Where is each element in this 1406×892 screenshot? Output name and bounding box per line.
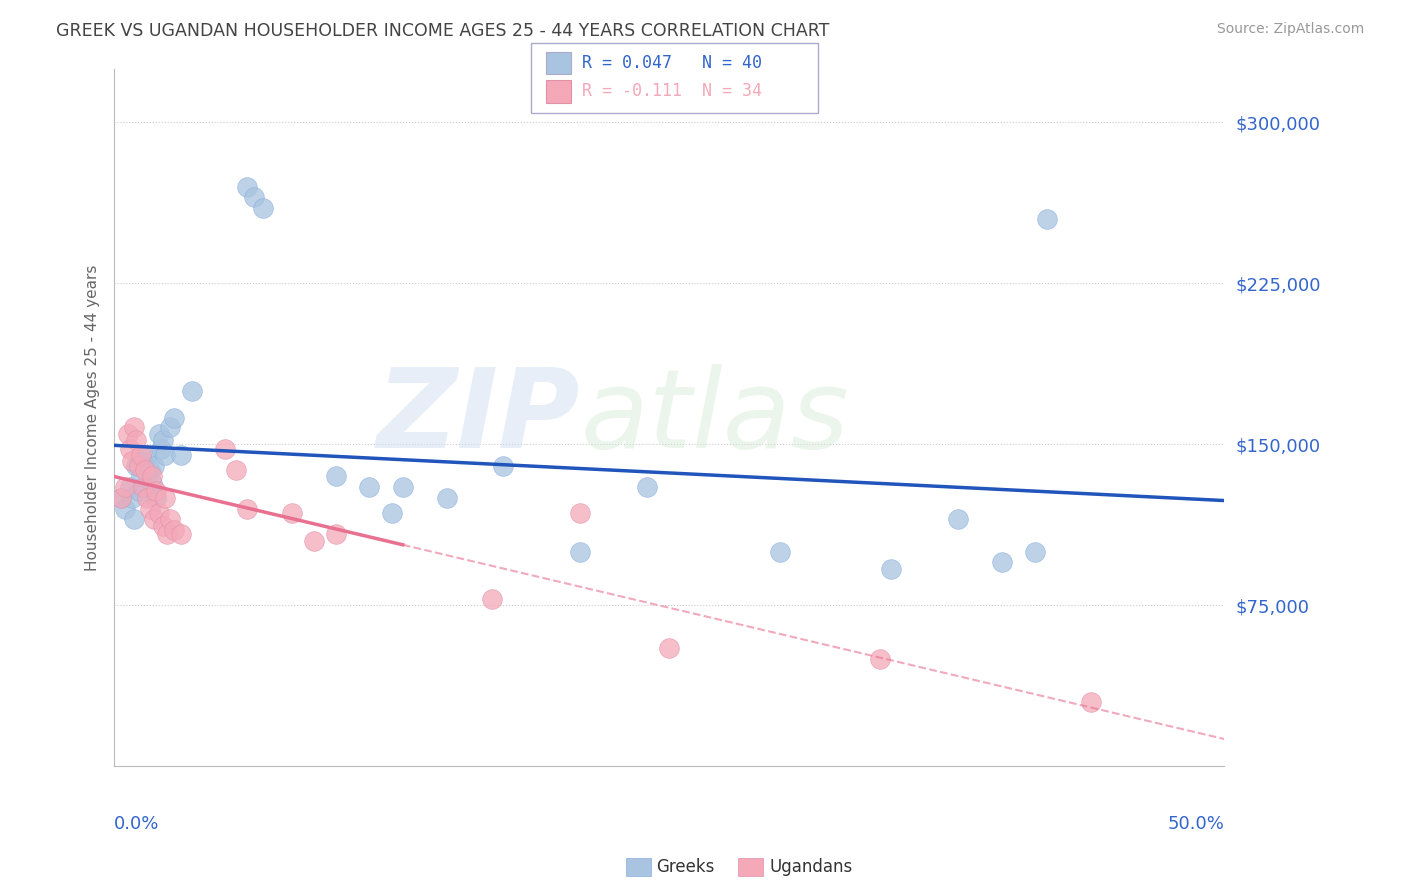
Text: Greeks: Greeks [657, 858, 716, 876]
Point [359, 480, 381, 494]
Point [125, 458, 148, 473]
Text: atlas: atlas [581, 364, 849, 471]
Point [492, 458, 515, 473]
Point [128, 484, 150, 499]
Point [132, 480, 155, 494]
Point [946, 512, 969, 526]
Text: R = -0.111  N = 34: R = -0.111 N = 34 [582, 82, 762, 101]
Point [114, 480, 136, 494]
Point [143, 512, 166, 526]
Point [569, 544, 592, 558]
Point [125, 433, 148, 447]
Point [145, 484, 167, 499]
Point [134, 480, 156, 494]
Point [163, 411, 186, 425]
Point [325, 527, 347, 541]
Point [214, 442, 236, 456]
Point [163, 523, 186, 537]
Point [159, 420, 181, 434]
Point [243, 190, 266, 204]
Point [236, 179, 259, 194]
Point [658, 641, 681, 656]
Point [156, 527, 179, 541]
Point [152, 519, 174, 533]
Point [110, 491, 132, 505]
Point [436, 491, 458, 505]
Point [152, 433, 174, 447]
Point [118, 442, 141, 456]
Point [869, 652, 891, 666]
Point [381, 506, 404, 520]
Point [141, 469, 163, 483]
Point [114, 501, 136, 516]
Text: ZIP: ZIP [377, 364, 581, 471]
Text: 50.0%: 50.0% [1167, 815, 1225, 833]
Point [110, 491, 132, 505]
Text: Ugandans: Ugandans [769, 858, 852, 876]
Point [118, 480, 141, 494]
Point [138, 501, 160, 516]
Point [180, 384, 202, 398]
Point [281, 506, 304, 520]
Point [391, 480, 413, 494]
Point [159, 512, 181, 526]
Point [225, 463, 247, 477]
Point [148, 426, 170, 441]
Point [1024, 544, 1046, 558]
Point [880, 562, 903, 576]
Point [138, 463, 160, 477]
Point [143, 458, 166, 473]
Point [1080, 695, 1102, 709]
Point [117, 426, 139, 441]
Y-axis label: Householder Income Ages 25 - 44 years: Householder Income Ages 25 - 44 years [86, 264, 100, 571]
Point [136, 491, 159, 505]
Point [129, 448, 152, 462]
Point [252, 201, 274, 215]
Text: 0.0%: 0.0% [114, 815, 159, 833]
Text: Source: ZipAtlas.com: Source: ZipAtlas.com [1216, 22, 1364, 37]
Point [141, 475, 163, 490]
Point [132, 454, 155, 468]
Point [136, 448, 159, 462]
Point [128, 458, 150, 473]
Point [991, 555, 1014, 569]
Point [155, 491, 177, 505]
Point [170, 448, 193, 462]
Point [148, 506, 170, 520]
Point [1035, 211, 1057, 226]
Point [325, 469, 347, 483]
Point [129, 469, 152, 483]
Point [236, 501, 259, 516]
Point [122, 512, 145, 526]
Text: GREEK VS UGANDAN HOUSEHOLDER INCOME AGES 25 - 44 YEARS CORRELATION CHART: GREEK VS UGANDAN HOUSEHOLDER INCOME AGES… [56, 22, 830, 40]
Point [636, 480, 658, 494]
Point [121, 454, 143, 468]
Point [155, 448, 177, 462]
Point [170, 527, 193, 541]
Point [121, 491, 143, 505]
Point [145, 491, 167, 505]
Point [134, 463, 156, 477]
Point [149, 442, 172, 456]
Point [481, 591, 503, 606]
Text: R = 0.047   N = 40: R = 0.047 N = 40 [582, 54, 762, 72]
Point [122, 420, 145, 434]
Point [302, 533, 325, 548]
Point [769, 544, 792, 558]
Point [569, 506, 592, 520]
